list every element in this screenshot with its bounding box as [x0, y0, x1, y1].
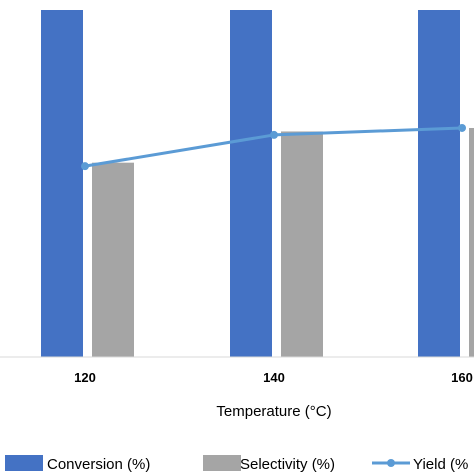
- x-tick-120: 120: [74, 370, 96, 385]
- legend-label-selectivity: Selectivity (%): [240, 456, 335, 473]
- x-tick-160: 160: [451, 370, 473, 385]
- x-tick-140: 140: [263, 370, 285, 385]
- bar-conversion-140: [230, 10, 272, 357]
- legend-label-yield: Yield (%: [413, 456, 468, 473]
- yield-point-140: [270, 130, 278, 139]
- legend: Conversion (%) Selectivity (%) Yield (%: [5, 455, 468, 473]
- bar-conversion-120: [41, 10, 83, 357]
- yield-point-160: [458, 123, 466, 132]
- legend-swatch-selectivity: [203, 455, 241, 471]
- bar-selectivity-140: [281, 131, 323, 357]
- bar-selectivity-160: [469, 127, 474, 357]
- bar-conversion-160: [418, 10, 460, 357]
- x-axis-title: Temperature (°C): [216, 403, 331, 420]
- x-tick-labels: 120 140 160: [74, 370, 473, 385]
- line-layer: [81, 123, 466, 171]
- bar-selectivity-120: [92, 162, 134, 357]
- legend-swatch-conversion: [5, 455, 43, 471]
- bars-layer: [41, 10, 474, 357]
- legend-marker-yield: [387, 459, 395, 467]
- yield-point-120: [81, 162, 89, 171]
- legend-label-conversion: Conversion (%): [47, 456, 150, 473]
